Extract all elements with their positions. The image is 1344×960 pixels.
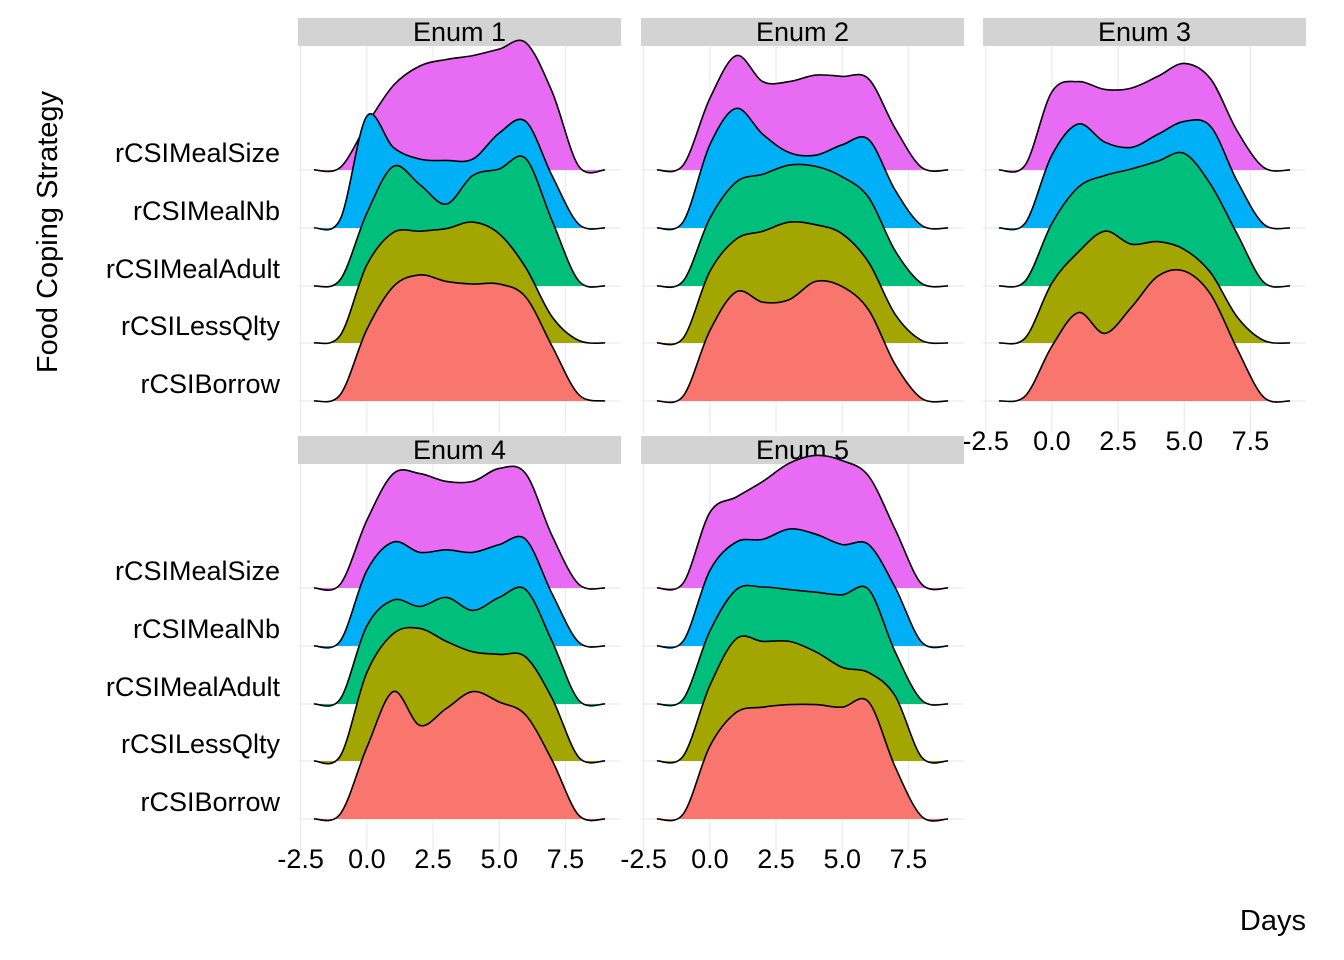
ridge-outline-rCSIBorrow [656,279,949,404]
y-tick-label: rCSIMealSize [115,138,280,168]
ridge-outline-rCSILessQlty [313,626,606,765]
ridge-outline-rCSIBorrow [313,690,606,822]
ridge-outline-rCSILessQlty [656,220,949,346]
ridge-outline-rCSIMealAdult [656,163,949,289]
x-tick-label: -2.5 [277,844,324,874]
x-tick-label: 0.0 [348,844,386,874]
panel-strip [983,18,1306,46]
panel-title: Enum 1 [413,17,506,47]
ridge-outline-rCSIMealSize [998,62,1291,173]
panel-4: Enum 4 rCSIBorrow rCSILessQlty rCSIMealAdul… [106,435,621,874]
ridge-rCSIBorrow [313,274,606,402]
ridge-rCSIBorrow [656,280,949,403]
ridge-rCSIMealSize [656,55,949,172]
panel-2: Enum 2 [641,17,964,433]
panel-5: Enum 5-2.5 0.0 2.5 5.0 7.5 [620,435,964,874]
ridge-outline-rCSIMealNb [998,118,1291,231]
y-tick-label: rCSIBorrow [140,787,280,817]
ridge-outline-rCSIMealAdult [313,586,606,707]
ridge-outline-rCSIMealSize [656,54,949,173]
x-tick-label: 2.5 [1099,426,1137,456]
ridge-outline-rCSIMealNb [313,535,606,649]
y-tick-label: rCSIMealAdult [106,254,281,284]
ridge-rCSIBorrow [656,698,949,821]
panel-strip [641,18,964,46]
x-tick-label: 0.0 [1033,426,1071,456]
panels-layer: Enum 1 rCSIBorrow rCSILessQlty rCSIMealAdul… [106,17,1306,874]
x-axis-title: Days [1240,905,1306,937]
y-tick-label: rCSIMealNb [133,196,280,226]
panel-title: Enum 2 [756,17,849,47]
ridge-rCSIMealAdult [998,152,1291,288]
ridge-rCSIBorrow [998,269,1291,403]
x-tick-label: 2.5 [414,844,452,874]
x-tick-label: 7.5 [1232,426,1270,456]
x-tick-label: 2.5 [757,844,795,874]
panel-1: Enum 1 rCSIBorrow rCSILessQlty rCSIMealAdul… [106,17,621,433]
ridge-outline-rCSIMealAdult [313,155,606,288]
ridge-outline-rCSILessQlty [313,221,606,345]
x-tick-label: -2.5 [620,844,667,874]
ridge-outline-rCSILessQlty [656,635,949,764]
ridge-outline-rCSIBorrow [998,268,1291,403]
ridge-outline-rCSILessQlty [998,230,1291,345]
ridge-outline-rCSIMealNb [656,528,949,649]
y-tick-label: rCSIMealAdult [106,672,281,702]
x-tick-label: 5.0 [480,844,518,874]
x-tick-label: 0.0 [691,844,729,874]
panel-title: Enum 4 [413,435,506,465]
ridge-outline-rCSIMealSize [656,454,949,591]
ridge-outline-rCSIMealSize [313,465,606,591]
panel-strip [298,436,621,464]
y-tick-label: rCSIBorrow [140,369,280,399]
x-tick-label: 7.5 [890,844,928,874]
y-tick-label: rCSILessQlty [121,311,281,341]
ridge-rCSIBorrow [313,691,606,821]
ridge-outline-rCSIMealAdult [656,584,949,707]
ridge-outline-rCSIMealNb [313,113,606,231]
ridge-outline-rCSIMealAdult [998,151,1291,288]
panel-strip [298,18,621,46]
panel-title: Enum 3 [1098,17,1191,47]
x-tick-label: 5.0 [823,844,861,874]
y-tick-label: rCSIMealSize [115,556,280,586]
ridge-outline-rCSIBorrow [656,697,949,822]
y-tick-label: rCSILessQlty [121,729,281,759]
x-tick-label: -2.5 [962,426,1009,456]
x-tick-label: 5.0 [1165,426,1203,456]
ridge-outline-rCSIBorrow [313,274,606,403]
panel-3: Enum 3 -2.5 0.0 2.5 5.0 7.5 [962,17,1306,456]
y-axis-title: Food Coping Strategy [32,90,64,373]
x-tick-label: 7.5 [547,844,585,874]
ridge-outline-rCSIMealNb [656,107,949,231]
y-tick-label: rCSIMealNb [133,614,280,644]
